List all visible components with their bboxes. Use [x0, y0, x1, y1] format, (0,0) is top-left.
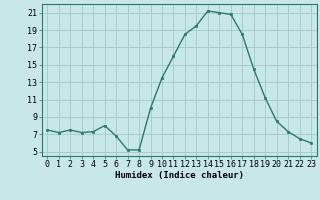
X-axis label: Humidex (Indice chaleur): Humidex (Indice chaleur)	[115, 171, 244, 180]
